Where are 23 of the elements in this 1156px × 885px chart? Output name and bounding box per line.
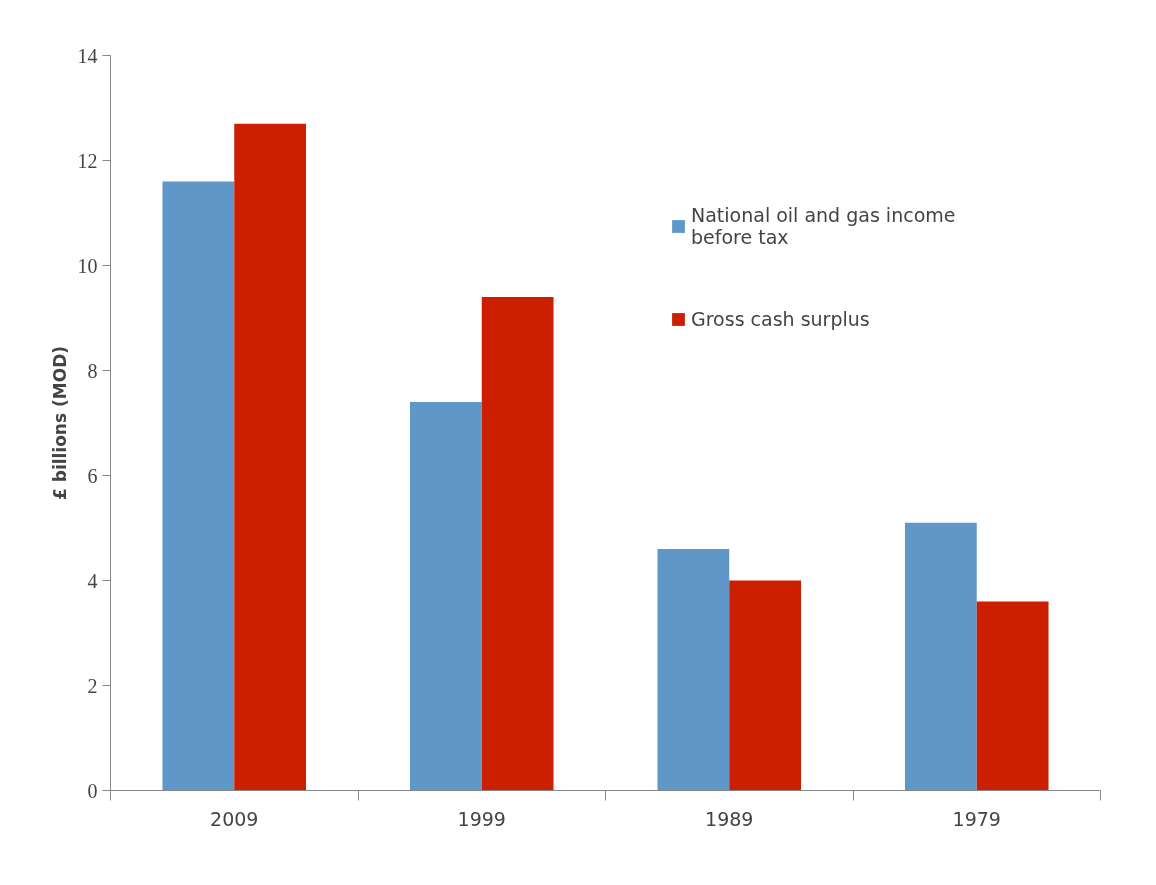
bar xyxy=(481,297,554,791)
y-tick-label: 4 xyxy=(87,569,98,592)
legend-label: National oil and gas income before tax xyxy=(691,204,956,248)
y-axis-title: £ billions (MOD) xyxy=(49,345,70,501)
x-tick-label: 1989 xyxy=(705,807,754,830)
bar xyxy=(729,580,802,791)
bar xyxy=(904,522,977,791)
y-tick-label: 10 xyxy=(77,254,98,277)
x-tick-label: 1979 xyxy=(952,807,1001,830)
bar xyxy=(976,601,1049,791)
y-tick-label: 12 xyxy=(77,149,98,172)
y-tick-label: 14 xyxy=(77,44,98,67)
bar xyxy=(162,181,235,791)
bar xyxy=(657,549,730,791)
y-tick-label: 0 xyxy=(87,779,98,802)
bar xyxy=(409,402,482,791)
legend-label: Gross cash surplus xyxy=(691,308,870,330)
y-tick-label: 2 xyxy=(87,674,98,697)
y-tick-label: 8 xyxy=(87,359,98,382)
x-tick-label: 2009 xyxy=(210,807,259,830)
bar xyxy=(234,123,307,791)
x-tick-label: 1999 xyxy=(457,807,506,830)
y-tick-label: 6 xyxy=(87,464,98,487)
